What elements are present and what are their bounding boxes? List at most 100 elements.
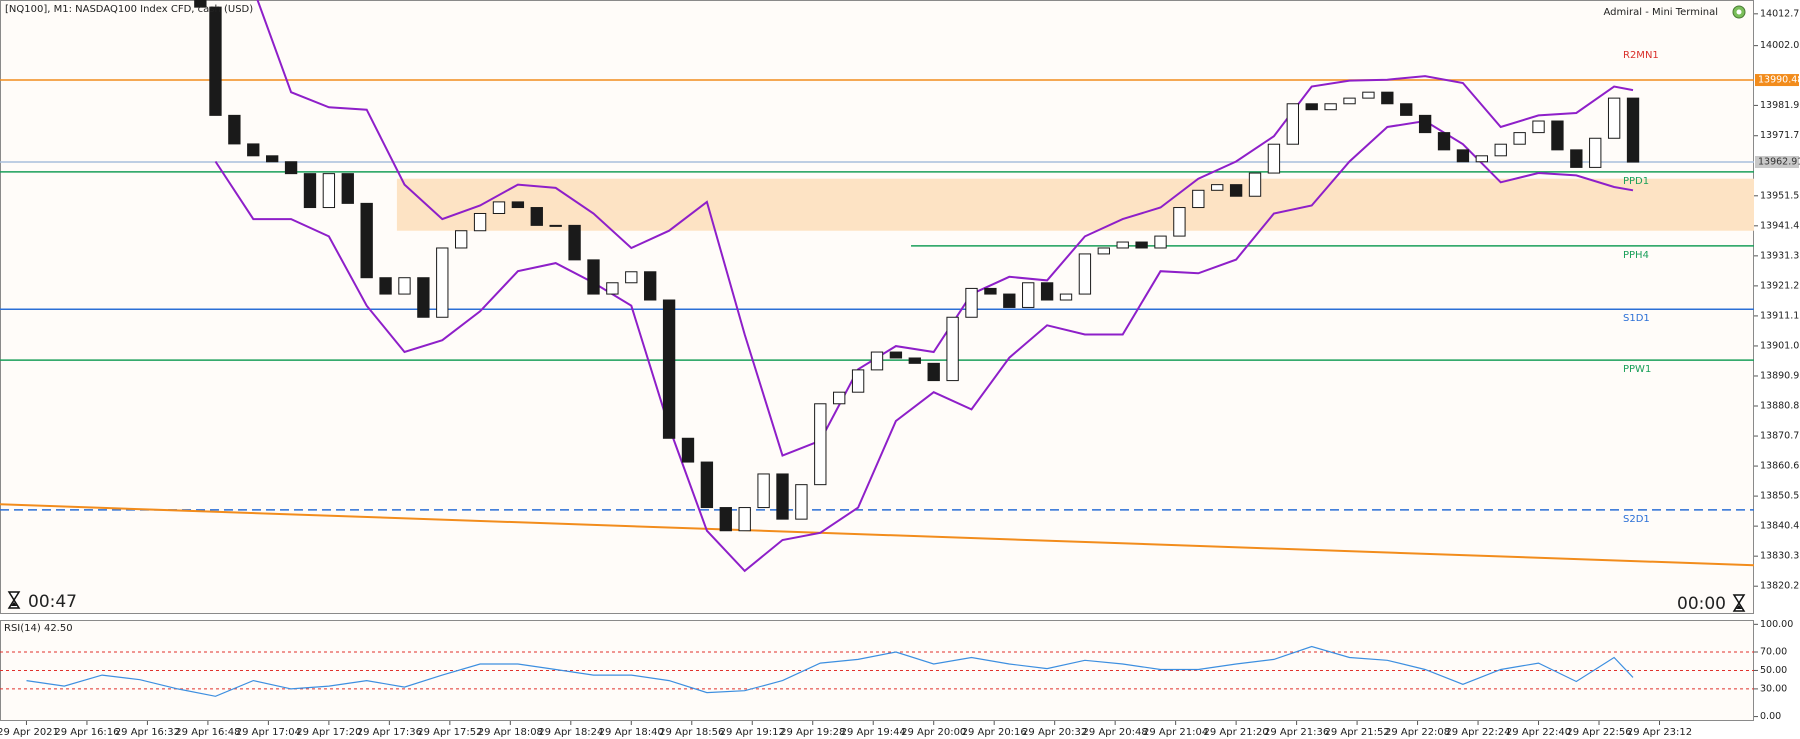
- candle: [1570, 149, 1583, 168]
- x-tick-label: 29 Apr 18:24: [538, 727, 603, 738]
- y-tick-label: 13850.55: [1760, 491, 1800, 502]
- timer-right: 00:00: [1677, 594, 1726, 614]
- candle: [1248, 172, 1262, 197]
- trend-line: [0, 503, 1754, 567]
- candle: [1607, 97, 1621, 139]
- candle: [1513, 132, 1526, 145]
- x-tick-label: 29 Apr 18:56: [659, 727, 724, 738]
- price-label-bg: [1755, 156, 1799, 169]
- bollinger-lower: [214, 119, 1634, 573]
- y-tick-label: 13901.05: [1760, 340, 1800, 351]
- candle: [530, 207, 543, 226]
- y-tick-label: 13931.35: [1760, 250, 1800, 261]
- candle: [1475, 155, 1488, 163]
- y-tick-label: 13890.95: [1760, 370, 1800, 381]
- candle: [1229, 184, 1243, 197]
- x-tick-label: 29 Apr 16:48: [175, 727, 240, 738]
- candle: [1589, 137, 1602, 168]
- rsi-tick-label: 0.00: [1760, 711, 1781, 722]
- candle: [1040, 282, 1054, 301]
- rsi-tick-label: 50.00: [1760, 665, 1787, 676]
- rsi-line: [26, 645, 1634, 697]
- candle: [1154, 235, 1167, 249]
- candle: [738, 507, 751, 532]
- candle: [1078, 253, 1092, 295]
- candle: [341, 173, 354, 204]
- candle: [194, 0, 207, 8]
- x-tick-label: 29 Apr 20:48: [1083, 727, 1148, 738]
- candle: [1059, 293, 1073, 301]
- y-tick-label: 13820.25: [1760, 581, 1800, 592]
- candle: [606, 282, 619, 295]
- candle: [1211, 184, 1224, 191]
- supply-zone: [396, 178, 1754, 231]
- x-tick-label: 29 Apr 17:52: [417, 727, 482, 738]
- x-tick-label: 29 Apr 18:08: [478, 727, 543, 738]
- bollinger-upper: [256, 0, 1634, 457]
- candle: [889, 351, 903, 359]
- x-tick-label: 29 Apr 19:12: [720, 727, 785, 738]
- candle: [1267, 143, 1281, 174]
- candle: [511, 201, 525, 209]
- candle: [1362, 91, 1375, 99]
- candle: [1437, 132, 1451, 151]
- x-tick-label: 29 Apr 21:20: [1204, 727, 1269, 738]
- x-tick-label: 29 Apr 17:04: [236, 727, 301, 738]
- candle: [1400, 103, 1413, 116]
- candle: [1343, 97, 1356, 105]
- candle: [1003, 293, 1016, 308]
- timer-left: 00:47: [28, 592, 77, 612]
- candle: [228, 114, 241, 145]
- terminal-icon: [1732, 5, 1746, 19]
- level-label: PPD1: [1623, 176, 1649, 187]
- candle: [549, 224, 562, 227]
- level-label: S2D1: [1623, 514, 1650, 525]
- candle: [927, 362, 940, 382]
- candle: [360, 202, 373, 279]
- terminal-name: Admiral - Mini Terminal: [1604, 7, 1718, 18]
- price-label: 13990.48: [1758, 75, 1800, 86]
- x-tick-label: 29 Apr 17:20: [296, 727, 361, 738]
- candle: [209, 6, 222, 116]
- x-tick-label: 29 Apr 16:16: [54, 727, 119, 738]
- y-tick-label: 13840.45: [1760, 521, 1800, 532]
- candle: [473, 212, 487, 232]
- x-tick-label: 29 Apr 22:40: [1506, 727, 1571, 738]
- main-panel: [0, 0, 1754, 614]
- y-tick-label: 14002.05: [1760, 40, 1800, 51]
- candle: [833, 391, 846, 405]
- y-tick-label: 14012.75: [1760, 8, 1800, 19]
- candle: [946, 316, 959, 382]
- x-tick-label: 29 Apr 20:00: [901, 727, 966, 738]
- candle: [644, 271, 657, 301]
- candle: [814, 403, 827, 486]
- candle: [757, 473, 770, 509]
- price-label-bg: [1755, 74, 1799, 87]
- level-label: PPH4: [1623, 250, 1649, 261]
- x-tick-label: 29 Apr 23:12: [1627, 727, 1692, 738]
- candle: [851, 369, 865, 393]
- candle: [1116, 241, 1129, 249]
- candle: [1532, 120, 1545, 134]
- candle: [266, 155, 279, 163]
- level-label: S1D1: [1623, 313, 1650, 324]
- candle: [1097, 247, 1110, 255]
- candle: [303, 173, 317, 209]
- rsi-tick-label: 30.00: [1760, 683, 1787, 694]
- candle: [1381, 91, 1394, 105]
- y-tick-label: 13951.55: [1760, 190, 1800, 201]
- candle: [795, 484, 808, 520]
- x-tick-label: 29 Apr 21:04: [1143, 727, 1208, 738]
- candle: [1135, 241, 1148, 249]
- x-tick-label: 29 Apr 17:36: [357, 727, 422, 738]
- y-tick-label: 13870.75: [1760, 431, 1800, 442]
- candle: [625, 271, 638, 284]
- candle: [719, 507, 732, 532]
- candle: [700, 461, 714, 509]
- price-label: 13962.91: [1758, 157, 1800, 168]
- candle: [1286, 103, 1299, 145]
- candle: [1173, 207, 1186, 237]
- candle: [1305, 103, 1318, 111]
- candle: [247, 143, 260, 157]
